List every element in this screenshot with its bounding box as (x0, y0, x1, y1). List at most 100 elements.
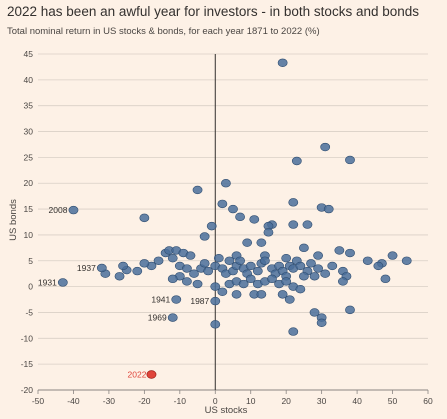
data-point (235, 256, 245, 265)
data-point (210, 320, 221, 329)
data-point (306, 259, 316, 268)
data-point (338, 277, 348, 286)
data-point (288, 198, 299, 207)
data-point (299, 272, 309, 281)
data-point (68, 205, 79, 215)
x-tick-label: -10 (174, 396, 187, 406)
x-tick-label: 50 (388, 396, 398, 406)
data-point (299, 243, 309, 253)
data-point (167, 274, 178, 284)
x-tick-label: 60 (423, 396, 433, 406)
data-point (192, 279, 203, 289)
data-point (316, 318, 327, 327)
data-point (334, 246, 345, 255)
grid-lines (38, 53, 428, 391)
data-point (387, 251, 398, 260)
data-point (199, 259, 210, 268)
data-points (57, 58, 412, 379)
data-point (302, 220, 313, 229)
data-point (295, 261, 306, 271)
data-point (213, 253, 224, 263)
data-point (238, 279, 249, 289)
data-point (114, 272, 125, 281)
data-point (139, 213, 150, 223)
y-tick-label: 40 (24, 75, 34, 85)
year-annotation: 1941 (151, 295, 170, 305)
x-tick-label: 10 (246, 396, 256, 406)
data-point (323, 204, 334, 214)
data-point (327, 261, 338, 271)
data-point (210, 282, 221, 291)
data-point (245, 274, 256, 284)
data-point (189, 269, 199, 278)
data-point (380, 274, 391, 284)
x-tick-label: -30 (103, 396, 116, 406)
data-point (235, 212, 245, 222)
x-tick-label: -50 (32, 396, 45, 406)
year-annotation: 1969 (148, 313, 167, 323)
x-tick-label: -20 (138, 396, 151, 406)
data-point (139, 259, 150, 268)
data-point (231, 290, 242, 299)
y-tick-label: 5 (28, 256, 33, 266)
chart-subtitle: Total nominal return in US stocks & bond… (7, 26, 320, 37)
highlight-annotation: 2022 (128, 369, 147, 379)
data-point (182, 277, 192, 286)
data-point (288, 220, 299, 229)
y-tick-label: -10 (21, 333, 34, 343)
data-point (345, 155, 355, 165)
annotations: 2008 1937 1931 1941 1987 1969 2022 (38, 205, 210, 379)
data-point (281, 277, 292, 286)
x-tick-label: 0 (213, 396, 218, 406)
data-point (203, 266, 214, 276)
data-point (277, 58, 288, 67)
data-point (57, 278, 68, 287)
data-point (96, 263, 107, 273)
x-tick-label: -40 (67, 396, 80, 406)
y-tick-label: 10 (24, 230, 34, 240)
data-point (288, 327, 299, 336)
data-point (281, 253, 292, 263)
x-tick-label: 20 (281, 396, 291, 406)
data-point (192, 185, 203, 195)
data-point (118, 261, 128, 271)
y-tick-label: 25 (24, 152, 34, 162)
x-tick-label: 30 (317, 396, 327, 406)
data-point (206, 221, 217, 231)
data-point (217, 199, 228, 209)
data-point (171, 295, 182, 304)
data-point (217, 287, 228, 296)
y-tick-label: 15 (24, 204, 34, 214)
data-point (185, 251, 196, 260)
data-point (267, 274, 277, 284)
data-point (277, 290, 288, 299)
data-point (291, 156, 302, 166)
data-point (210, 296, 221, 306)
data-point (260, 256, 270, 265)
data-point (284, 295, 295, 304)
data-point (199, 232, 210, 241)
data-point (256, 290, 267, 299)
y-tick-label: -15 (21, 359, 34, 369)
data-point (373, 261, 384, 271)
data-point (153, 256, 164, 265)
chart-title: 2022 has been an awful year for investor… (7, 4, 420, 19)
data-point (320, 269, 331, 278)
data-point (295, 285, 306, 294)
data-point (132, 266, 143, 276)
y-tick-label: 20 (24, 178, 34, 188)
y-tick-label: -5 (25, 307, 33, 317)
data-point (313, 251, 323, 260)
data-point (252, 266, 263, 276)
data-point (167, 253, 178, 263)
data-point (182, 264, 192, 273)
year-annotation: 1931 (38, 277, 57, 287)
data-point (401, 256, 412, 265)
data-point (263, 228, 274, 237)
data-point (320, 142, 331, 152)
data-point (224, 256, 235, 265)
highlight-point (146, 370, 157, 379)
data-point (249, 215, 260, 224)
